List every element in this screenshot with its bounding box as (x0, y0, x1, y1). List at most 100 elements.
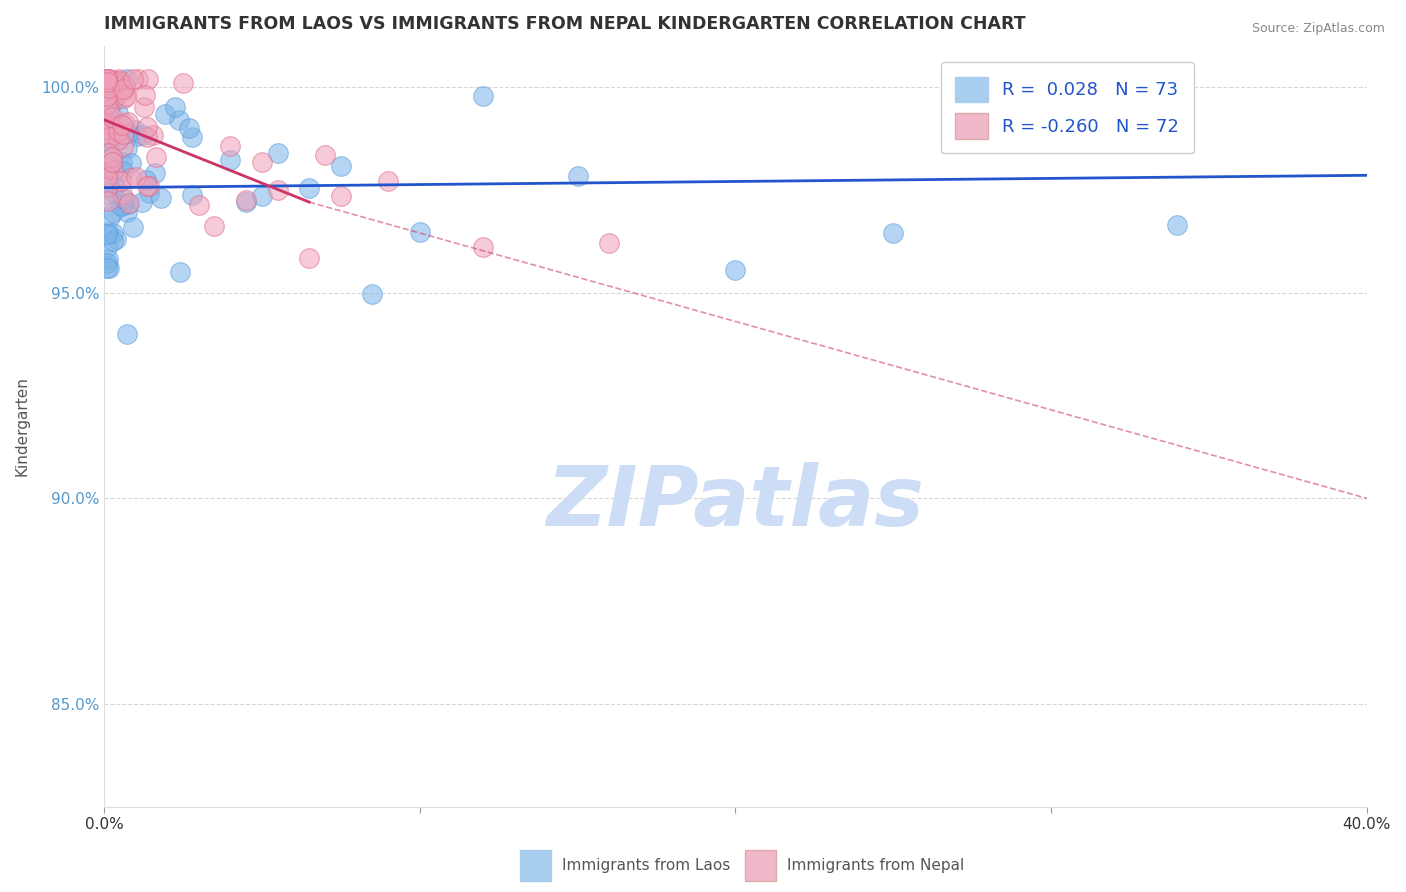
Point (724, 262, 747, 277)
Point (314, 148, 336, 162)
Point (204, 219, 226, 233)
Point (97, 194, 120, 208)
Point (111, 82, 134, 96)
Point (96, 256, 118, 270)
Point (98, 117, 121, 131)
Point (266, 146, 288, 161)
Point (105, 74, 128, 88)
Point (107, 106, 129, 120)
Point (98, 161, 121, 176)
Point (98, 81, 121, 95)
Point (111, 84, 134, 98)
Point (101, 226, 124, 240)
Point (96, 239, 118, 253)
Point (598, 236, 620, 251)
Point (107, 131, 129, 145)
Point (181, 188, 204, 202)
Point (138, 179, 160, 194)
Text: ZIPatlas: ZIPatlas (547, 462, 924, 543)
Point (172, 76, 194, 90)
Point (101, 205, 124, 219)
Point (131, 195, 153, 210)
Point (567, 169, 589, 184)
Point (98, 136, 121, 150)
Point (96, 89, 118, 103)
Point (111, 164, 134, 178)
Y-axis label: Kindergarten: Kindergarten (15, 376, 30, 476)
Point (117, 115, 139, 129)
Text: Immigrants from Laos: Immigrants from Laos (562, 858, 731, 873)
Point (298, 251, 321, 265)
Point (219, 153, 242, 167)
Point (266, 183, 288, 197)
Point (298, 181, 321, 195)
Point (112, 116, 135, 130)
Point (98, 103, 121, 118)
Point (101, 163, 124, 178)
Point (98, 88, 121, 103)
Point (471, 88, 494, 103)
Point (187, 198, 209, 212)
Point (105, 87, 128, 102)
Point (122, 219, 145, 234)
Point (97, 225, 120, 239)
Point (100, 160, 122, 174)
Point (134, 88, 156, 103)
Point (97, 157, 120, 171)
Point (96, 186, 118, 201)
Legend: R =  0.028   N = 73, R = -0.260   N = 72: R = 0.028 N = 73, R = -0.260 N = 72 (941, 62, 1194, 153)
Point (96, 179, 118, 194)
Point (96, 75, 118, 89)
Point (1166, 218, 1188, 232)
Point (98, 71, 121, 86)
Point (96, 71, 118, 86)
Point (145, 150, 167, 164)
Point (104, 232, 127, 246)
Point (127, 71, 149, 86)
Point (101, 185, 124, 199)
Point (108, 74, 131, 88)
Text: Source: ZipAtlas.com: Source: ZipAtlas.com (1251, 22, 1385, 36)
Point (97, 130, 120, 145)
Point (149, 190, 172, 204)
Point (112, 90, 135, 104)
Point (96, 123, 118, 137)
Point (101, 234, 124, 248)
Point (169, 265, 191, 279)
Point (124, 123, 146, 137)
Point (181, 129, 204, 144)
Point (115, 89, 138, 103)
Point (136, 179, 159, 194)
Point (471, 240, 494, 254)
Point (250, 189, 273, 203)
Point (329, 159, 352, 173)
Point (98, 211, 121, 225)
Point (110, 199, 132, 213)
Point (120, 171, 142, 186)
Point (121, 71, 143, 86)
Point (101, 150, 124, 164)
Point (111, 198, 134, 212)
Point (96, 260, 118, 275)
Point (117, 126, 139, 140)
Point (115, 71, 138, 86)
Point (96, 126, 118, 140)
Point (115, 141, 138, 155)
Point (111, 118, 134, 132)
Point (107, 123, 129, 137)
Point (153, 107, 176, 121)
Point (163, 100, 186, 114)
Point (97, 252, 120, 266)
Point (112, 127, 135, 141)
Point (127, 129, 149, 144)
Point (98, 111, 121, 125)
Point (96, 71, 118, 86)
Point (117, 197, 139, 211)
Point (143, 166, 166, 180)
Point (136, 130, 159, 145)
Point (120, 156, 142, 170)
Point (111, 139, 134, 153)
Point (110, 174, 132, 188)
Point (103, 95, 125, 110)
Point (96, 97, 118, 112)
